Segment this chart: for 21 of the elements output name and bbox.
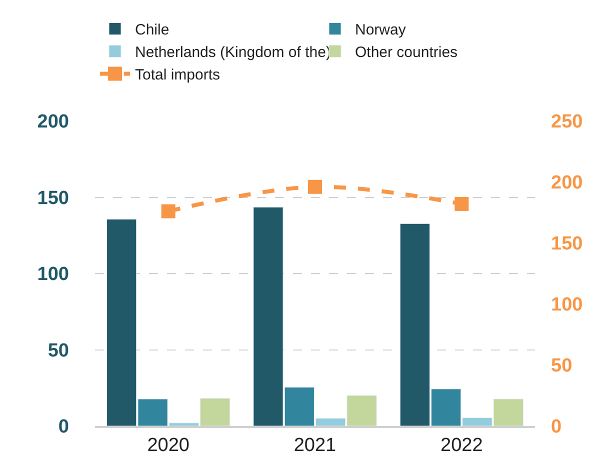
legend-label: Other countries <box>355 44 458 62</box>
legend-label: Chile <box>135 22 170 39</box>
point <box>308 180 322 194</box>
point <box>454 196 469 211</box>
y2-tick-label: 0 <box>551 416 562 438</box>
y-tick-label: 150 <box>37 188 69 209</box>
y2-tick-label: 150 <box>551 234 583 255</box>
y2-tick-label: 100 <box>551 294 583 316</box>
y2-tick-label: 200 <box>551 172 583 194</box>
y-tick-label: 50 <box>48 340 69 362</box>
x-tick-label: 2021 <box>294 434 336 456</box>
x-tick-label: 2022 <box>440 434 483 456</box>
point <box>161 204 176 218</box>
y-tick-label: 100 <box>37 264 69 286</box>
y-tick-label: 200 <box>37 112 69 133</box>
legend-label: Norway <box>355 22 406 39</box>
x-tick-label: 2020 <box>147 434 190 456</box>
y2-tick-label: 50 <box>551 356 572 377</box>
legend-label: Total imports <box>135 66 220 84</box>
y2-tick-label: 250 <box>551 112 583 133</box>
y-tick-label: 0 <box>58 416 69 438</box>
